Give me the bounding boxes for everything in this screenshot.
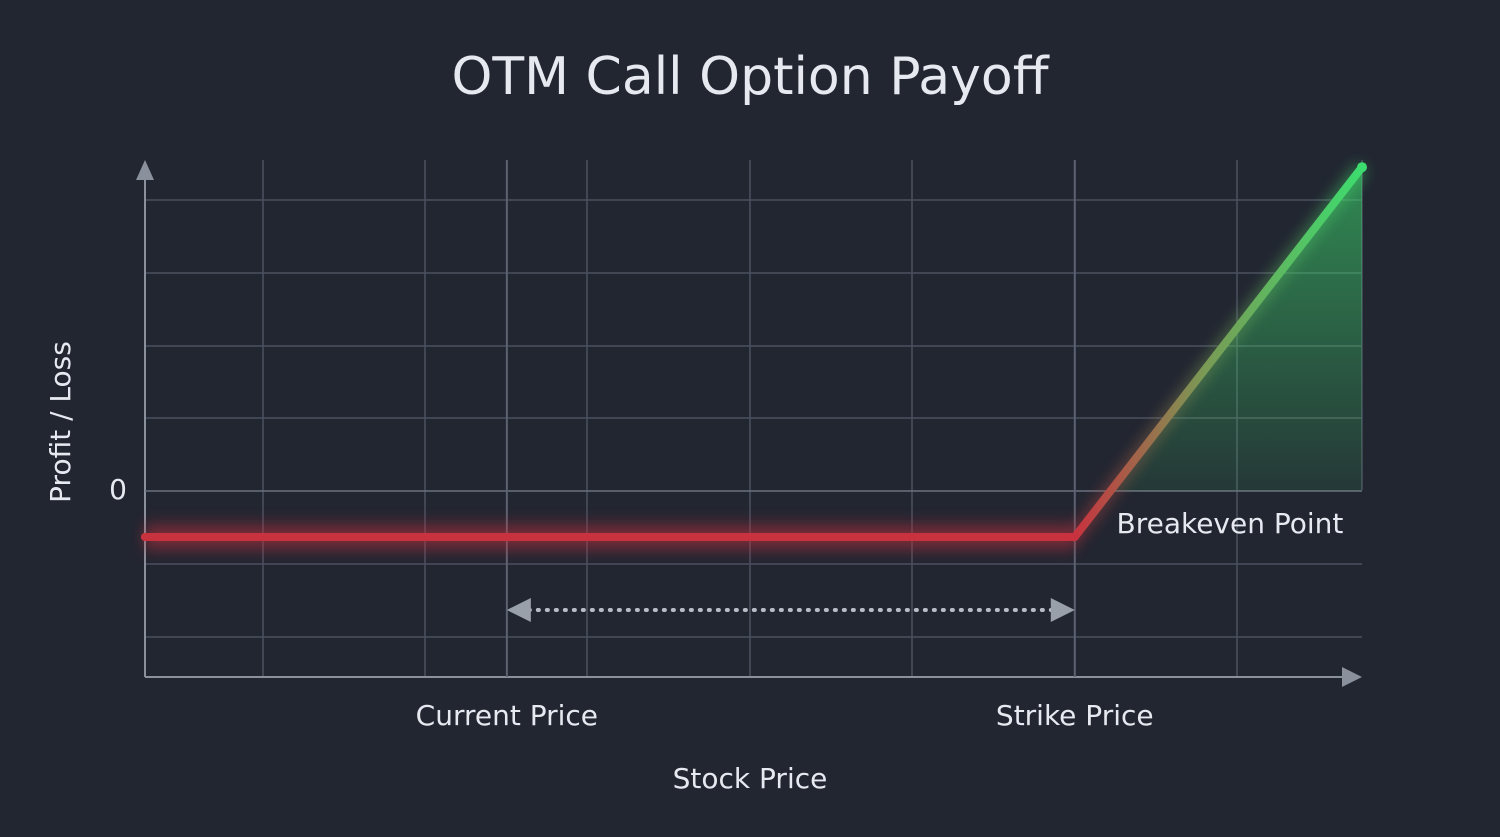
x-tick-label: Strike Price (996, 699, 1154, 732)
line-end (1357, 162, 1367, 173)
x-tick-label: Current Price (416, 699, 598, 732)
annotation: Breakeven Point (1116, 507, 1343, 540)
axes (136, 160, 1362, 687)
y-tick-label: 0 (109, 473, 127, 506)
chart-title: OTM Call Option Payoff (451, 47, 1049, 107)
range-arrow-head (1050, 598, 1075, 622)
range-arrow-head (506, 598, 531, 622)
x-axis-label: Stock Price (673, 762, 828, 795)
y-axis-label: Profit / Loss (44, 341, 77, 503)
